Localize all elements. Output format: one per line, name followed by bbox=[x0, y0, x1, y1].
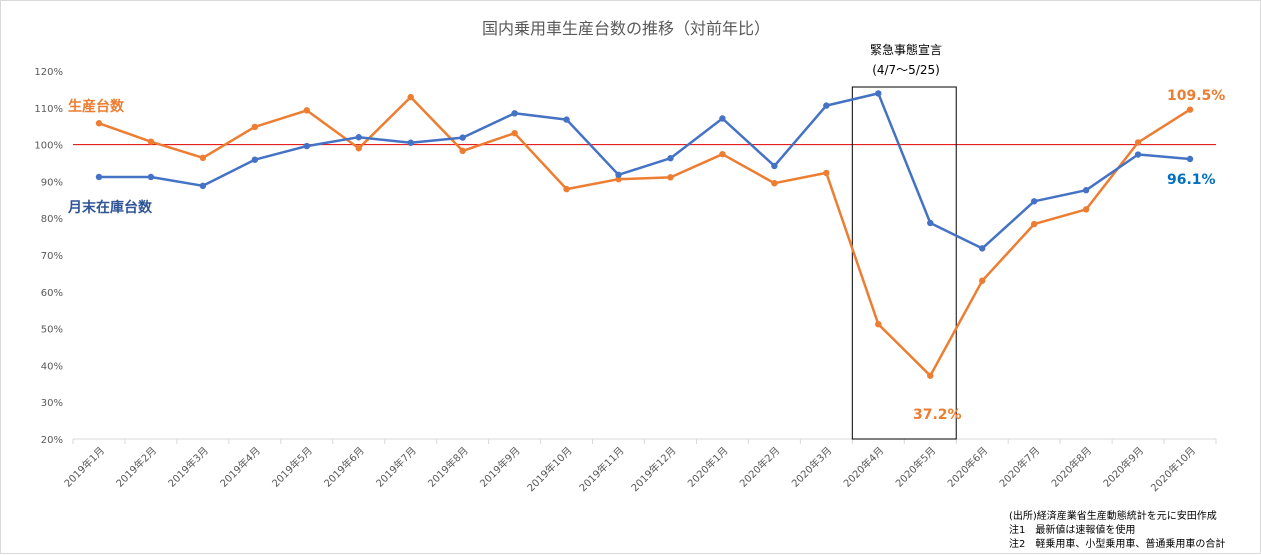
data-point bbox=[615, 171, 622, 178]
data-point bbox=[459, 134, 466, 141]
label-last-inventory: 96.1% bbox=[1167, 172, 1216, 188]
data-point bbox=[719, 150, 726, 158]
series-line-0 bbox=[98, 95, 1191, 377]
data-point bbox=[1134, 139, 1142, 146]
data-point bbox=[667, 174, 674, 181]
note-2: 注2 軽乗用車、小型乗用車、普通乗用車の合計 bbox=[1009, 537, 1225, 550]
y-axis: 20% 30% 40% 50% 60% 70% 80% 90% 100% 110% 120% bbox=[34, 67, 63, 446]
emergency-title: 緊急事態宣言 bbox=[870, 42, 942, 57]
legend-production: 生産台数 bbox=[68, 98, 125, 115]
data-point bbox=[407, 93, 414, 101]
x-tick-label: 2019年3月 bbox=[165, 444, 211, 490]
x-tick-label: 2020年5月 bbox=[893, 444, 939, 490]
legend-inventory: 月末在庫台数 bbox=[67, 199, 153, 216]
x-tick-label: 2019年4月 bbox=[217, 444, 263, 490]
emergency-period-box bbox=[851, 86, 957, 440]
data-point bbox=[1030, 220, 1038, 228]
x-axis: 2019年1月 2019年2月 2019年3月 2019年4月 2019年5月 2019年… bbox=[61, 438, 1217, 494]
data-point bbox=[927, 219, 934, 227]
data-point bbox=[95, 173, 103, 181]
y-tick-label: 90% bbox=[41, 177, 63, 188]
data-point bbox=[563, 185, 570, 193]
y-tick-label: 20% bbox=[41, 435, 63, 446]
y-tick-label: 40% bbox=[41, 361, 63, 372]
data-point bbox=[875, 320, 882, 328]
data-point bbox=[875, 90, 882, 97]
data-point bbox=[1082, 206, 1090, 213]
data-point bbox=[303, 107, 310, 114]
emergency-period: (4/7〜5/25) bbox=[872, 63, 940, 77]
data-point bbox=[147, 173, 155, 181]
data-point bbox=[1186, 155, 1194, 163]
data-point bbox=[1186, 106, 1194, 113]
x-tick-label: 2019年9月 bbox=[477, 444, 523, 490]
series-line-1 bbox=[99, 92, 1191, 250]
data-point bbox=[407, 139, 414, 146]
data-point bbox=[511, 129, 518, 137]
y-tick-label: 120% bbox=[34, 67, 63, 78]
data-point bbox=[823, 102, 830, 109]
label-min-production: 37.2% bbox=[913, 407, 962, 423]
series-layer bbox=[95, 90, 1194, 379]
data-point bbox=[511, 110, 518, 117]
x-tick-label: 2019年1月 bbox=[61, 444, 107, 490]
x-tick-label: 2019年7月 bbox=[373, 444, 419, 490]
data-point bbox=[719, 115, 726, 122]
data-point bbox=[199, 154, 207, 162]
data-point bbox=[823, 169, 830, 177]
x-tick-label: 2020年1月 bbox=[685, 444, 731, 490]
x-tick-label: 2020年8月 bbox=[1048, 444, 1094, 490]
label-last-production: 109.5% bbox=[1167, 88, 1225, 104]
x-tick-label: 2019年10月 bbox=[524, 444, 574, 494]
x-tick-label: 2019年8月 bbox=[425, 444, 471, 490]
x-tick-label: 2020年9月 bbox=[1100, 444, 1146, 490]
data-point bbox=[95, 120, 103, 127]
data-point bbox=[1030, 198, 1038, 205]
y-tick-label: 30% bbox=[41, 398, 63, 409]
x-tick-label: 2020年3月 bbox=[789, 444, 835, 490]
data-point bbox=[615, 175, 622, 183]
x-tick-label: 2019年2月 bbox=[113, 444, 159, 490]
y-tick-label: 110% bbox=[34, 104, 63, 115]
data-point bbox=[667, 155, 674, 162]
data-point bbox=[563, 116, 570, 123]
x-tick-label: 2020年6月 bbox=[944, 444, 990, 490]
data-point bbox=[771, 162, 778, 170]
x-tick-label: 2019年6月 bbox=[321, 444, 367, 490]
x-tick-label: 2019年11月 bbox=[576, 444, 626, 494]
data-point bbox=[1082, 187, 1090, 194]
y-tick-label: 80% bbox=[41, 214, 63, 225]
x-tick-label: 2020年2月 bbox=[737, 444, 783, 490]
x-tick-label: 2020年7月 bbox=[996, 444, 1042, 490]
y-tick-label: 100% bbox=[34, 141, 63, 152]
y-tick-label: 70% bbox=[41, 251, 63, 262]
data-point bbox=[147, 138, 155, 145]
data-point bbox=[979, 245, 986, 252]
data-point bbox=[355, 145, 362, 152]
x-tick-label: 2019年5月 bbox=[269, 444, 315, 490]
data-point bbox=[303, 142, 310, 150]
y-tick-label: 50% bbox=[41, 325, 63, 336]
chart-title: 国内乗用車生産台数の推移（対前年比） bbox=[482, 19, 770, 38]
note-1: 注1 最新値は速報値を使用 bbox=[1009, 523, 1135, 536]
note-source: (出所)経済産業省生産動態統計を元に安田作成 bbox=[1009, 509, 1217, 522]
data-point bbox=[771, 180, 778, 187]
data-point bbox=[927, 372, 934, 379]
data-point bbox=[355, 134, 362, 141]
data-point bbox=[979, 277, 986, 284]
y-tick-label: 60% bbox=[41, 288, 63, 299]
data-point bbox=[1134, 151, 1142, 158]
data-point bbox=[459, 147, 466, 155]
x-tick-label: 2019年12月 bbox=[628, 444, 678, 494]
data-point bbox=[251, 156, 259, 163]
data-point bbox=[251, 123, 259, 131]
x-tick-label: 2020年4月 bbox=[841, 444, 887, 490]
data-point bbox=[199, 182, 207, 190]
x-tick-label: 2020年10月 bbox=[1148, 444, 1198, 494]
